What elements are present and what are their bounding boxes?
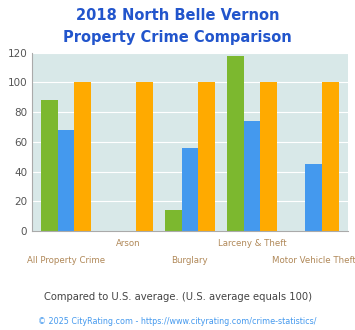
Text: 2018 North Belle Vernon: 2018 North Belle Vernon	[76, 8, 279, 23]
Text: Property Crime Comparison: Property Crime Comparison	[63, 30, 292, 45]
Bar	[198, 82, 215, 231]
Text: Motor Vehicle Theft: Motor Vehicle Theft	[272, 256, 355, 265]
Text: All Property Crime: All Property Crime	[27, 256, 105, 265]
Bar	[260, 82, 277, 231]
Text: Compared to U.S. average. (U.S. average equals 100): Compared to U.S. average. (U.S. average …	[44, 292, 311, 302]
Bar	[75, 82, 91, 231]
Bar	[244, 121, 260, 231]
Bar	[322, 82, 339, 231]
Text: © 2025 CityRating.com - https://www.cityrating.com/crime-statistics/: © 2025 CityRating.com - https://www.city…	[38, 317, 317, 326]
Bar	[165, 210, 181, 231]
Bar	[305, 164, 322, 231]
Text: Larceny & Theft: Larceny & Theft	[218, 239, 286, 248]
Text: Burglary: Burglary	[171, 256, 208, 265]
Bar	[58, 130, 75, 231]
Legend: North Belle Vernon, Pennsylvania, National: North Belle Vernon, Pennsylvania, Nation…	[14, 329, 355, 330]
Bar	[41, 100, 58, 231]
Bar	[227, 56, 244, 231]
Text: Arson: Arson	[116, 239, 140, 248]
Bar	[181, 148, 198, 231]
Bar	[136, 82, 153, 231]
